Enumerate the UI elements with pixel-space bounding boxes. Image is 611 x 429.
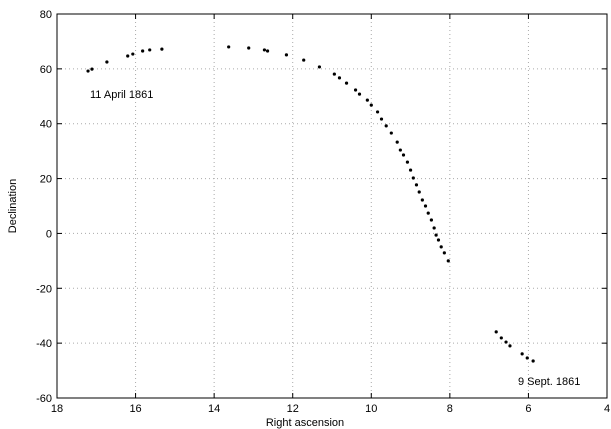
point bbox=[446, 259, 450, 263]
point bbox=[126, 54, 130, 58]
point bbox=[442, 251, 446, 255]
point bbox=[86, 69, 90, 73]
y-tick-label: -60 bbox=[36, 393, 52, 405]
annotation: 9 Sept. 1861 bbox=[518, 376, 580, 388]
point bbox=[423, 204, 428, 208]
point bbox=[405, 160, 410, 164]
point bbox=[284, 53, 289, 57]
point bbox=[436, 238, 441, 242]
point bbox=[317, 65, 322, 69]
point bbox=[332, 72, 336, 76]
point bbox=[525, 356, 529, 360]
point bbox=[337, 76, 342, 80]
point bbox=[429, 218, 433, 222]
x-tick-label: 4 bbox=[604, 403, 610, 415]
point bbox=[426, 211, 430, 215]
point bbox=[105, 60, 109, 64]
point bbox=[420, 198, 424, 202]
point bbox=[131, 52, 135, 56]
point bbox=[520, 352, 524, 356]
point bbox=[90, 67, 94, 71]
x-tick-label: 16 bbox=[129, 403, 141, 415]
point bbox=[434, 233, 438, 237]
point bbox=[398, 148, 402, 152]
point bbox=[148, 48, 152, 52]
x-tick-label: 18 bbox=[51, 403, 63, 415]
point bbox=[395, 140, 399, 144]
y-tick-label: 60 bbox=[40, 64, 52, 76]
point bbox=[389, 131, 393, 135]
point bbox=[265, 49, 270, 53]
point bbox=[408, 168, 413, 172]
point bbox=[160, 47, 164, 51]
point bbox=[344, 81, 349, 85]
point bbox=[384, 124, 388, 128]
x-axis-label: Right ascension bbox=[266, 417, 344, 429]
y-tick-label: 40 bbox=[40, 119, 52, 131]
x-tick-label: 14 bbox=[208, 403, 220, 415]
point bbox=[247, 46, 251, 50]
x-tick-label: 12 bbox=[287, 403, 299, 415]
y-tick-label: 20 bbox=[40, 174, 52, 186]
point bbox=[141, 49, 145, 53]
point bbox=[531, 359, 535, 363]
point bbox=[504, 340, 508, 344]
point bbox=[353, 88, 358, 92]
point bbox=[494, 330, 498, 334]
y-axis-label: Declination bbox=[7, 179, 19, 233]
x-tick-label: 8 bbox=[447, 403, 453, 415]
annotation: 11 April 1861 bbox=[90, 89, 153, 101]
plot-frame bbox=[56, 13, 608, 399]
point bbox=[417, 190, 421, 194]
point bbox=[414, 183, 419, 187]
point bbox=[499, 336, 503, 340]
point bbox=[262, 48, 267, 52]
point bbox=[302, 58, 306, 62]
point bbox=[357, 92, 362, 96]
y-tick-label: 0 bbox=[46, 228, 52, 240]
point bbox=[379, 117, 384, 121]
point bbox=[432, 226, 436, 230]
point bbox=[411, 176, 415, 180]
point bbox=[365, 98, 369, 102]
y-tick-label: -40 bbox=[36, 338, 52, 350]
point bbox=[401, 153, 406, 157]
y-tick-label: 80 bbox=[40, 9, 52, 21]
point bbox=[227, 45, 231, 49]
y-tick-label: -20 bbox=[36, 283, 52, 295]
point bbox=[369, 103, 373, 107]
x-tick-label: 6 bbox=[525, 403, 531, 415]
point bbox=[508, 344, 512, 348]
point bbox=[439, 245, 443, 249]
x-tick-label: 10 bbox=[365, 403, 377, 415]
point bbox=[375, 110, 380, 114]
